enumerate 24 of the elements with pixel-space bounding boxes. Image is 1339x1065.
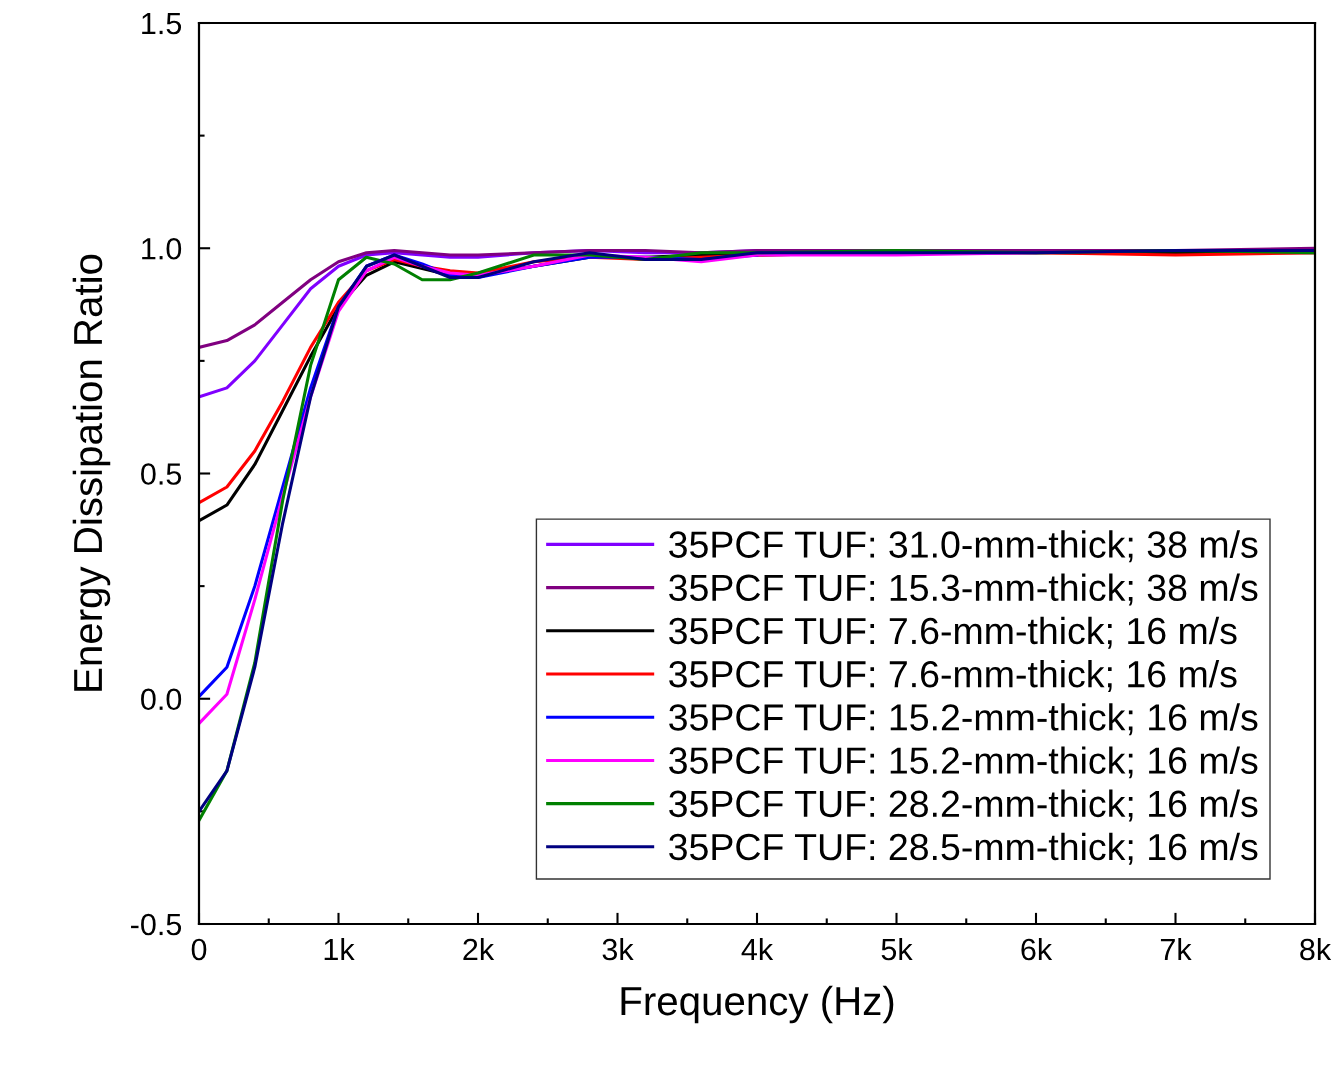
- y-tick-label: -0.5: [131, 913, 182, 936]
- legend-label: 35PCF TUF: 15.2-mm-thick; 16 m/s: [669, 703, 1258, 736]
- y-tick-label: 0.0: [141, 688, 182, 711]
- x-tick-label: 0: [191, 938, 207, 961]
- y-tick-label: 1.0: [142, 237, 182, 260]
- x-tick-label: 7k: [1160, 937, 1192, 961]
- y-axis-title: Energy Dissipation Ratio: [72, 254, 111, 691]
- x-axis-title: Frequency (Hz): [621, 985, 894, 1024]
- x-tick-label: 4k: [741, 937, 774, 961]
- legend-label: 35PCF TUF: 15.3-mm-thick; 38 m/s: [669, 573, 1258, 606]
- x-tick-label: 5k: [881, 937, 913, 961]
- legend-label: 35PCF TUF: 15.2-mm-thick; 16 m/s: [669, 746, 1258, 779]
- x-tick-label: 3k: [602, 937, 634, 961]
- x-tick-label: 8k: [1300, 937, 1332, 961]
- x-tick-label: 2k: [463, 937, 495, 961]
- legend-label: 35PCF TUF: 7.6-mm-thick; 16 m/s: [669, 616, 1237, 649]
- legend-label: 35PCF TUF: 28.5-mm-thick; 16 m/s: [669, 832, 1258, 865]
- legend-label: 35PCF TUF: 7.6-mm-thick; 16 m/s: [669, 659, 1237, 692]
- x-tick-label: 6k: [1021, 937, 1053, 961]
- legend-label: 35PCF TUF: 28.2-mm-thick; 16 m/s: [669, 789, 1258, 822]
- legend-label: 35PCF TUF: 31.0-mm-thick; 38 m/s: [669, 530, 1258, 563]
- x-tick-label: 1k: [324, 937, 355, 961]
- y-tick-label: 1.5: [142, 13, 182, 35]
- y-tick-label: 0.5: [141, 463, 182, 485]
